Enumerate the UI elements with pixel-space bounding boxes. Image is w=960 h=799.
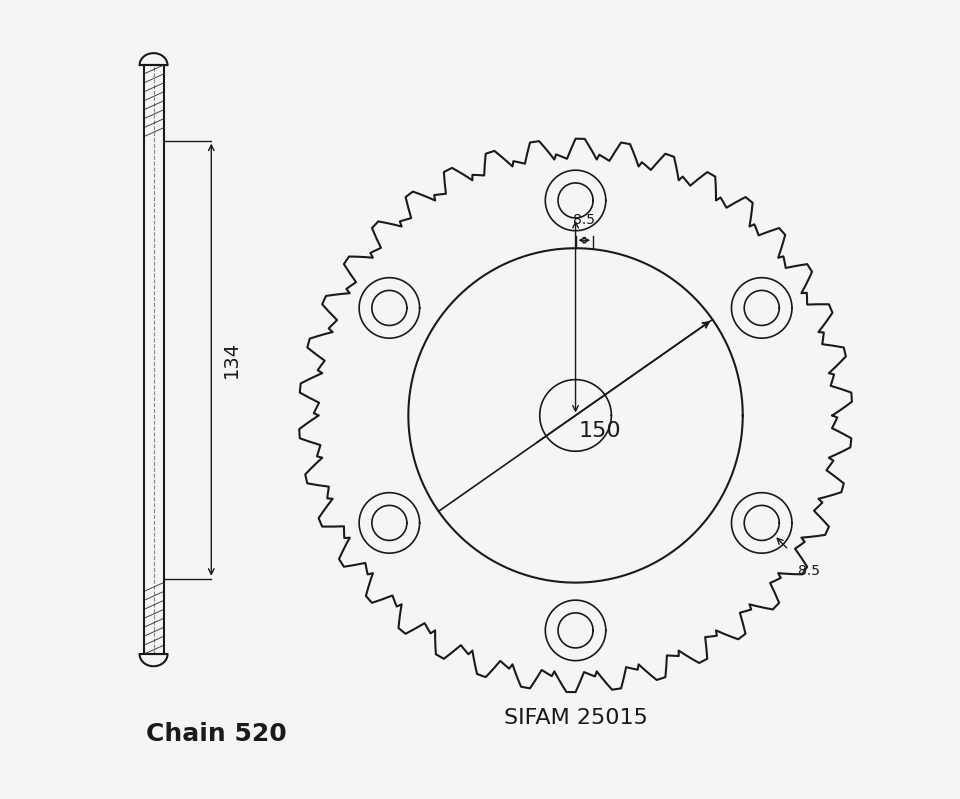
Text: 8.5: 8.5	[572, 213, 594, 228]
Text: 8.5: 8.5	[799, 563, 821, 578]
Text: Chain 520: Chain 520	[146, 722, 286, 746]
Text: 150: 150	[578, 421, 621, 441]
Text: SIFAM 25015: SIFAM 25015	[504, 708, 647, 728]
Text: 134: 134	[222, 341, 241, 378]
